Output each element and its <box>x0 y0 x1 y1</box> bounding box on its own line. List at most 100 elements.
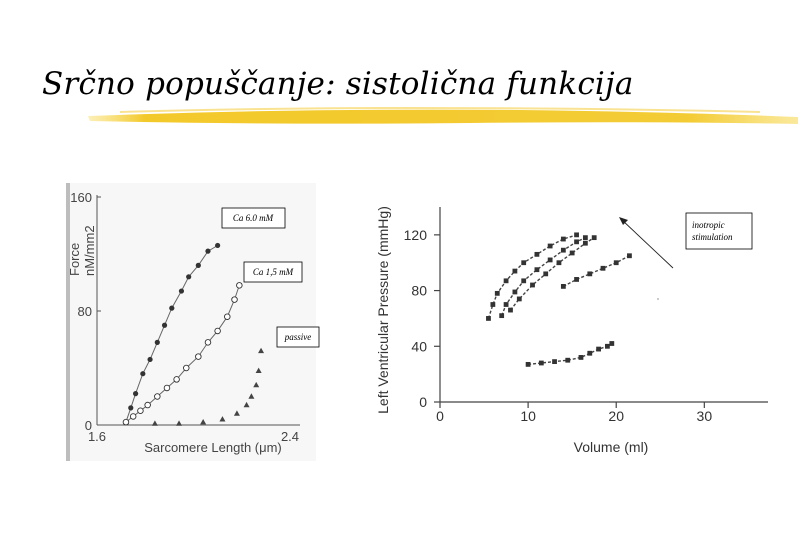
data-point <box>565 357 571 363</box>
data-point <box>243 401 250 408</box>
svg-text:passive: passive <box>284 332 312 342</box>
y-tick-label: 160 <box>70 190 92 205</box>
data-point <box>154 339 160 345</box>
data-point <box>154 393 161 400</box>
y-tick-label: 0 <box>85 418 92 433</box>
data-point <box>186 274 192 280</box>
data-point <box>258 347 265 354</box>
x-tick-labels: 0 10 20 30 <box>436 402 712 424</box>
data-point <box>253 381 260 388</box>
data-point <box>122 418 130 426</box>
data-point <box>627 253 632 259</box>
data-point <box>219 416 226 422</box>
data-point <box>178 288 185 294</box>
data-point <box>574 232 579 238</box>
data-point <box>255 367 262 374</box>
annotation-ca-1-5: Ca 1,5 mM <box>243 261 303 283</box>
loop-series-3 <box>509 237 595 311</box>
y-tick-labels: 0 80 160 <box>70 190 101 433</box>
data-point <box>161 322 168 328</box>
data-point <box>587 271 593 277</box>
loop-series-4 <box>563 255 630 288</box>
arrow-head <box>619 217 628 225</box>
data-point <box>233 410 240 416</box>
title-underline <box>88 107 798 124</box>
data-point <box>204 339 212 346</box>
data-point <box>200 418 207 425</box>
data-point <box>144 401 151 409</box>
data-point <box>503 278 509 284</box>
y-tick-labels: 0 40 80 120 <box>404 227 440 410</box>
annotation-inotropic: inotropic stimulation <box>685 212 753 250</box>
data-point <box>552 359 557 365</box>
y-tick-label: 80 <box>78 304 92 319</box>
data-point <box>525 361 531 367</box>
data-point <box>215 242 221 249</box>
annotation-text: inotropic stimulation <box>692 220 733 242</box>
data-point <box>231 296 238 303</box>
y-axis-label: Left Ventricular Pressure (mmHg) <box>375 206 391 414</box>
loop-series-2 <box>501 236 586 316</box>
data-point <box>169 305 175 311</box>
data-point <box>195 262 201 268</box>
data-point <box>176 420 183 426</box>
x-tick-label: 0 <box>436 408 444 424</box>
data-point <box>547 257 553 263</box>
data-point <box>574 277 579 282</box>
data-point <box>173 376 180 383</box>
data-point <box>129 413 137 420</box>
loop-series-5 <box>528 342 613 366</box>
annotation-arrow <box>621 219 674 269</box>
chart-force-length: 0 80 160 1.6 2.4 Force nM/mm2 Sarcomere Len… <box>66 183 320 461</box>
svg-text:Ca 6.0 mM: Ca 6.0 mM <box>233 213 274 223</box>
data-point <box>140 371 146 377</box>
data-point <box>508 307 513 313</box>
data-point <box>538 360 544 366</box>
data-point <box>600 265 606 271</box>
x-axis-label: Volume (ml) <box>574 439 649 455</box>
data-point <box>163 384 171 392</box>
x-tick-label: 30 <box>697 408 713 424</box>
data-point <box>214 327 221 335</box>
data-point <box>151 420 158 426</box>
data-point <box>530 282 535 288</box>
data-point <box>499 313 505 319</box>
data-point <box>605 343 610 349</box>
x-tick-label: 10 <box>520 408 536 424</box>
data-point <box>591 235 597 241</box>
data-point <box>587 350 593 356</box>
data-point <box>578 355 584 360</box>
data-point <box>133 391 139 397</box>
data-points <box>122 242 265 426</box>
data-point <box>137 407 144 415</box>
data-point <box>516 296 522 302</box>
data-point <box>512 289 518 295</box>
data-point <box>236 282 243 289</box>
y-tick-label: 120 <box>404 227 428 243</box>
data-point <box>582 240 588 246</box>
data-point <box>224 313 231 320</box>
data-point <box>560 283 566 289</box>
data-point <box>582 235 588 241</box>
data-point <box>490 302 496 307</box>
data-point <box>205 248 211 254</box>
data-points <box>486 232 632 367</box>
y-axis-label-line1: Force <box>67 243 82 276</box>
x-tick-label: 20 <box>608 408 624 424</box>
data-point <box>534 267 540 273</box>
data-point <box>183 364 190 372</box>
slide-title: Srčno popuščanje: sistolična funkcija <box>42 66 634 102</box>
y-tick-label: 0 <box>419 394 427 410</box>
data-point <box>613 260 619 266</box>
data-point <box>543 271 549 277</box>
data-point <box>147 356 153 363</box>
data-point <box>494 290 500 296</box>
data-point <box>503 302 509 307</box>
x-axis-label: Sarcomere Length (μm) <box>144 440 282 455</box>
chart-background-scan <box>66 183 316 461</box>
data-point <box>569 250 575 256</box>
data-point <box>521 278 527 284</box>
loop-series-1 <box>487 234 577 319</box>
svg-text:Ca 1,5 mM: Ca 1,5 mM <box>253 267 294 277</box>
